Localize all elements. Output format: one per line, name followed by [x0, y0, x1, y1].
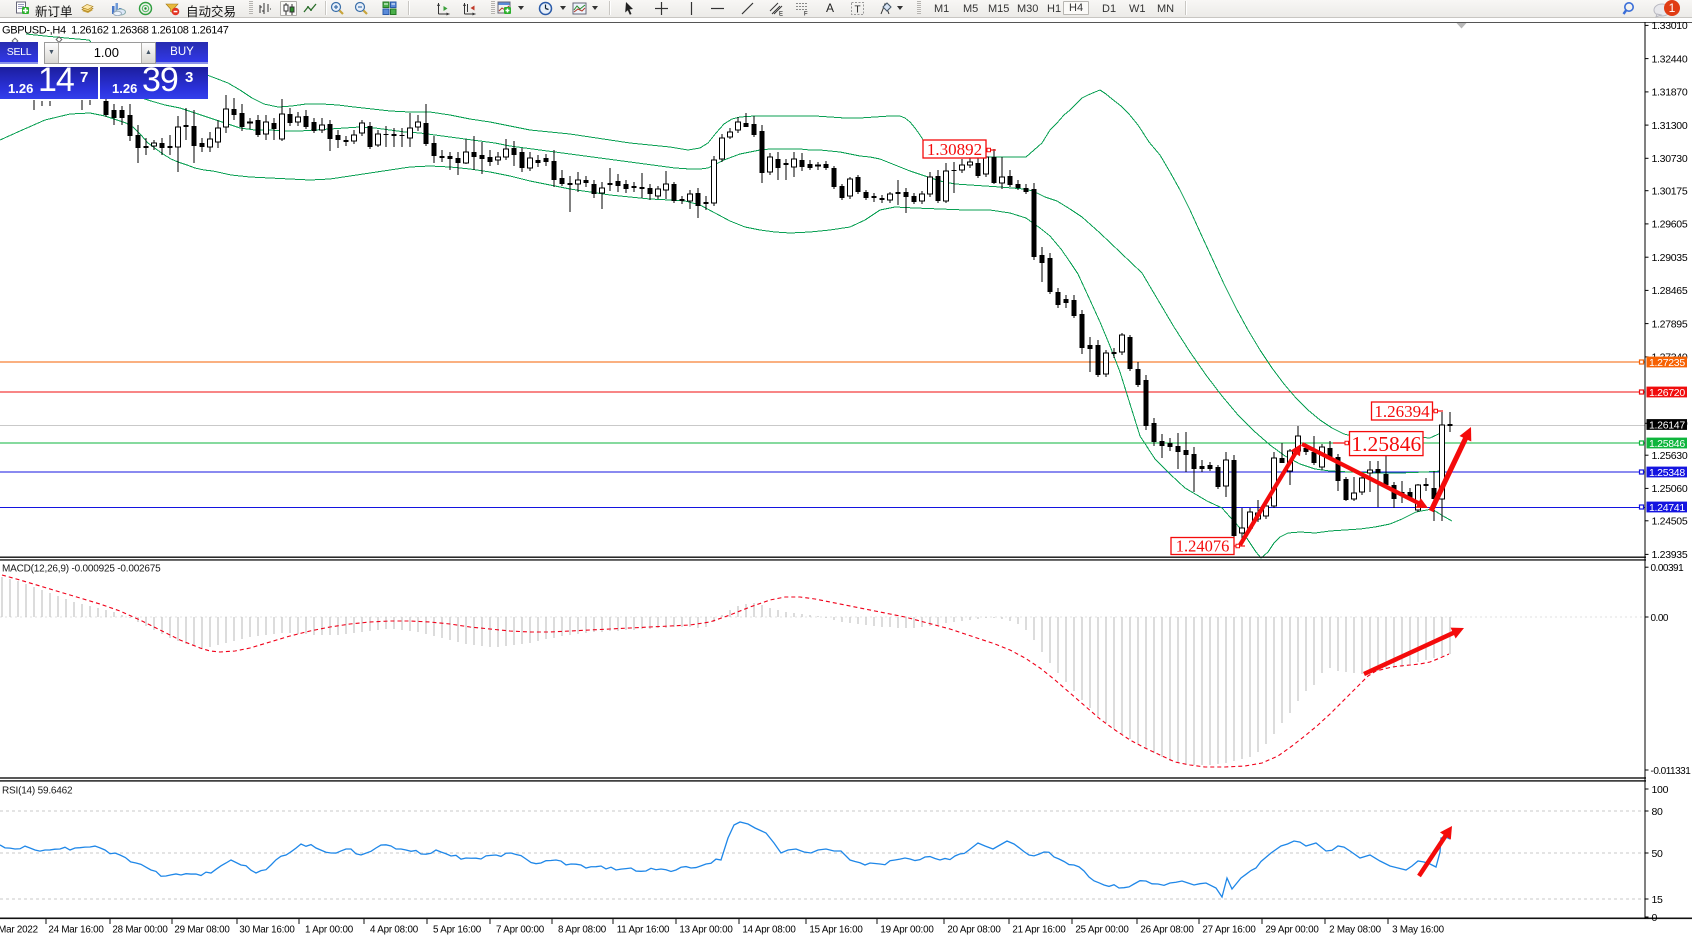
- svg-text:1.29035: 1.29035: [1652, 252, 1688, 264]
- svg-text:1.30730: 1.30730: [1652, 153, 1688, 165]
- svg-text:5 Apr 16:00: 5 Apr 16:00: [433, 925, 482, 936]
- svg-text:1.30892: 1.30892: [927, 140, 982, 159]
- svg-text:1.31300: 1.31300: [1652, 120, 1688, 132]
- svg-text:15 Apr 16:00: 15 Apr 16:00: [809, 925, 863, 936]
- svg-text:4 Apr 08:00: 4 Apr 08:00: [370, 925, 419, 936]
- svg-text:1.27895: 1.27895: [1652, 318, 1688, 330]
- svg-text:13 Apr 00:00: 13 Apr 00:00: [679, 925, 733, 936]
- svg-text:15: 15: [1652, 894, 1664, 906]
- svg-text:29 Mar 08:00: 29 Mar 08:00: [174, 925, 230, 936]
- svg-text:1.26720: 1.26720: [1649, 387, 1685, 399]
- svg-text:28 Mar 00:00: 28 Mar 00:00: [112, 925, 168, 936]
- svg-text:30 Mar 16:00: 30 Mar 16:00: [239, 925, 295, 936]
- svg-text:1.25348: 1.25348: [1649, 467, 1685, 479]
- svg-text:1.33010: 1.33010: [1652, 20, 1688, 32]
- svg-text:E: E: [779, 12, 783, 17]
- svg-text:29 Apr 00:00: 29 Apr 00:00: [1265, 925, 1319, 936]
- svg-text:1.25846: 1.25846: [1649, 438, 1685, 450]
- svg-text:3 May 16:00: 3 May 16:00: [1392, 925, 1444, 936]
- svg-text:1.28465: 1.28465: [1652, 285, 1688, 297]
- svg-text:25 Apr 00:00: 25 Apr 00:00: [1075, 925, 1129, 936]
- svg-text:7 Apr 00:00: 7 Apr 00:00: [496, 925, 545, 936]
- svg-text:1 Apr 00:00: 1 Apr 00:00: [305, 925, 354, 936]
- svg-text:GBPUSD-,H4 1.26162 1.26368 1.: GBPUSD-,H4 1.26162 1.26368 1.26108 1.261…: [2, 25, 229, 37]
- svg-text:1.24505: 1.24505: [1652, 516, 1688, 528]
- svg-text:1.29605: 1.29605: [1652, 219, 1688, 231]
- svg-text:1.25846: 1.25846: [1351, 432, 1421, 456]
- svg-text:1.24076: 1.24076: [1176, 537, 1230, 556]
- svg-text:1.27235: 1.27235: [1649, 357, 1685, 369]
- svg-text:0.00: 0.00: [1651, 613, 1669, 624]
- svg-text:1.26147: 1.26147: [1649, 419, 1685, 431]
- svg-text:50: 50: [1652, 848, 1664, 860]
- svg-text:T: T: [855, 5, 861, 16]
- svg-text:1.31870: 1.31870: [1652, 87, 1688, 99]
- svg-text:RSI(14) 59.6462: RSI(14) 59.6462: [2, 786, 73, 797]
- svg-text:1.30175: 1.30175: [1652, 186, 1688, 198]
- svg-text:100: 100: [1652, 784, 1669, 796]
- svg-text:19 Apr 00:00: 19 Apr 00:00: [880, 925, 934, 936]
- svg-text:8 Apr 08:00: 8 Apr 08:00: [558, 925, 607, 936]
- svg-text:24 Mar 16:00: 24 Mar 16:00: [48, 925, 104, 936]
- svg-text:F: F: [804, 12, 808, 17]
- svg-text:26 Apr 08:00: 26 Apr 08:00: [1140, 925, 1194, 936]
- svg-text:1.24741: 1.24741: [1649, 502, 1685, 514]
- svg-text:21 Apr 16:00: 21 Apr 16:00: [1012, 925, 1066, 936]
- svg-text:27 Apr 16:00: 27 Apr 16:00: [1202, 925, 1256, 936]
- svg-text:2 May 08:00: 2 May 08:00: [1329, 925, 1381, 936]
- svg-text:1.26394: 1.26394: [1374, 402, 1430, 421]
- svg-text:-0.011331: -0.011331: [1651, 766, 1692, 777]
- svg-text:MACD(12,26,9) -0.000925 -0.002: MACD(12,26,9) -0.000925 -0.002675: [2, 564, 161, 575]
- svg-text:14 Apr 08:00: 14 Apr 08:00: [742, 925, 796, 936]
- svg-text:1.32440: 1.32440: [1652, 53, 1688, 65]
- svg-text:80: 80: [1652, 806, 1664, 818]
- svg-text:1.25060: 1.25060: [1652, 483, 1688, 495]
- svg-text:0: 0: [1652, 912, 1658, 924]
- svg-text:0.00391: 0.00391: [1651, 563, 1685, 574]
- svg-text:1.25630: 1.25630: [1652, 450, 1688, 462]
- svg-text:Mar 2022: Mar 2022: [0, 925, 38, 936]
- svg-text:20 Apr 08:00: 20 Apr 08:00: [947, 925, 1001, 936]
- svg-text:11 Apr 16:00: 11 Apr 16:00: [617, 925, 670, 936]
- svg-text:1.23935: 1.23935: [1652, 549, 1688, 561]
